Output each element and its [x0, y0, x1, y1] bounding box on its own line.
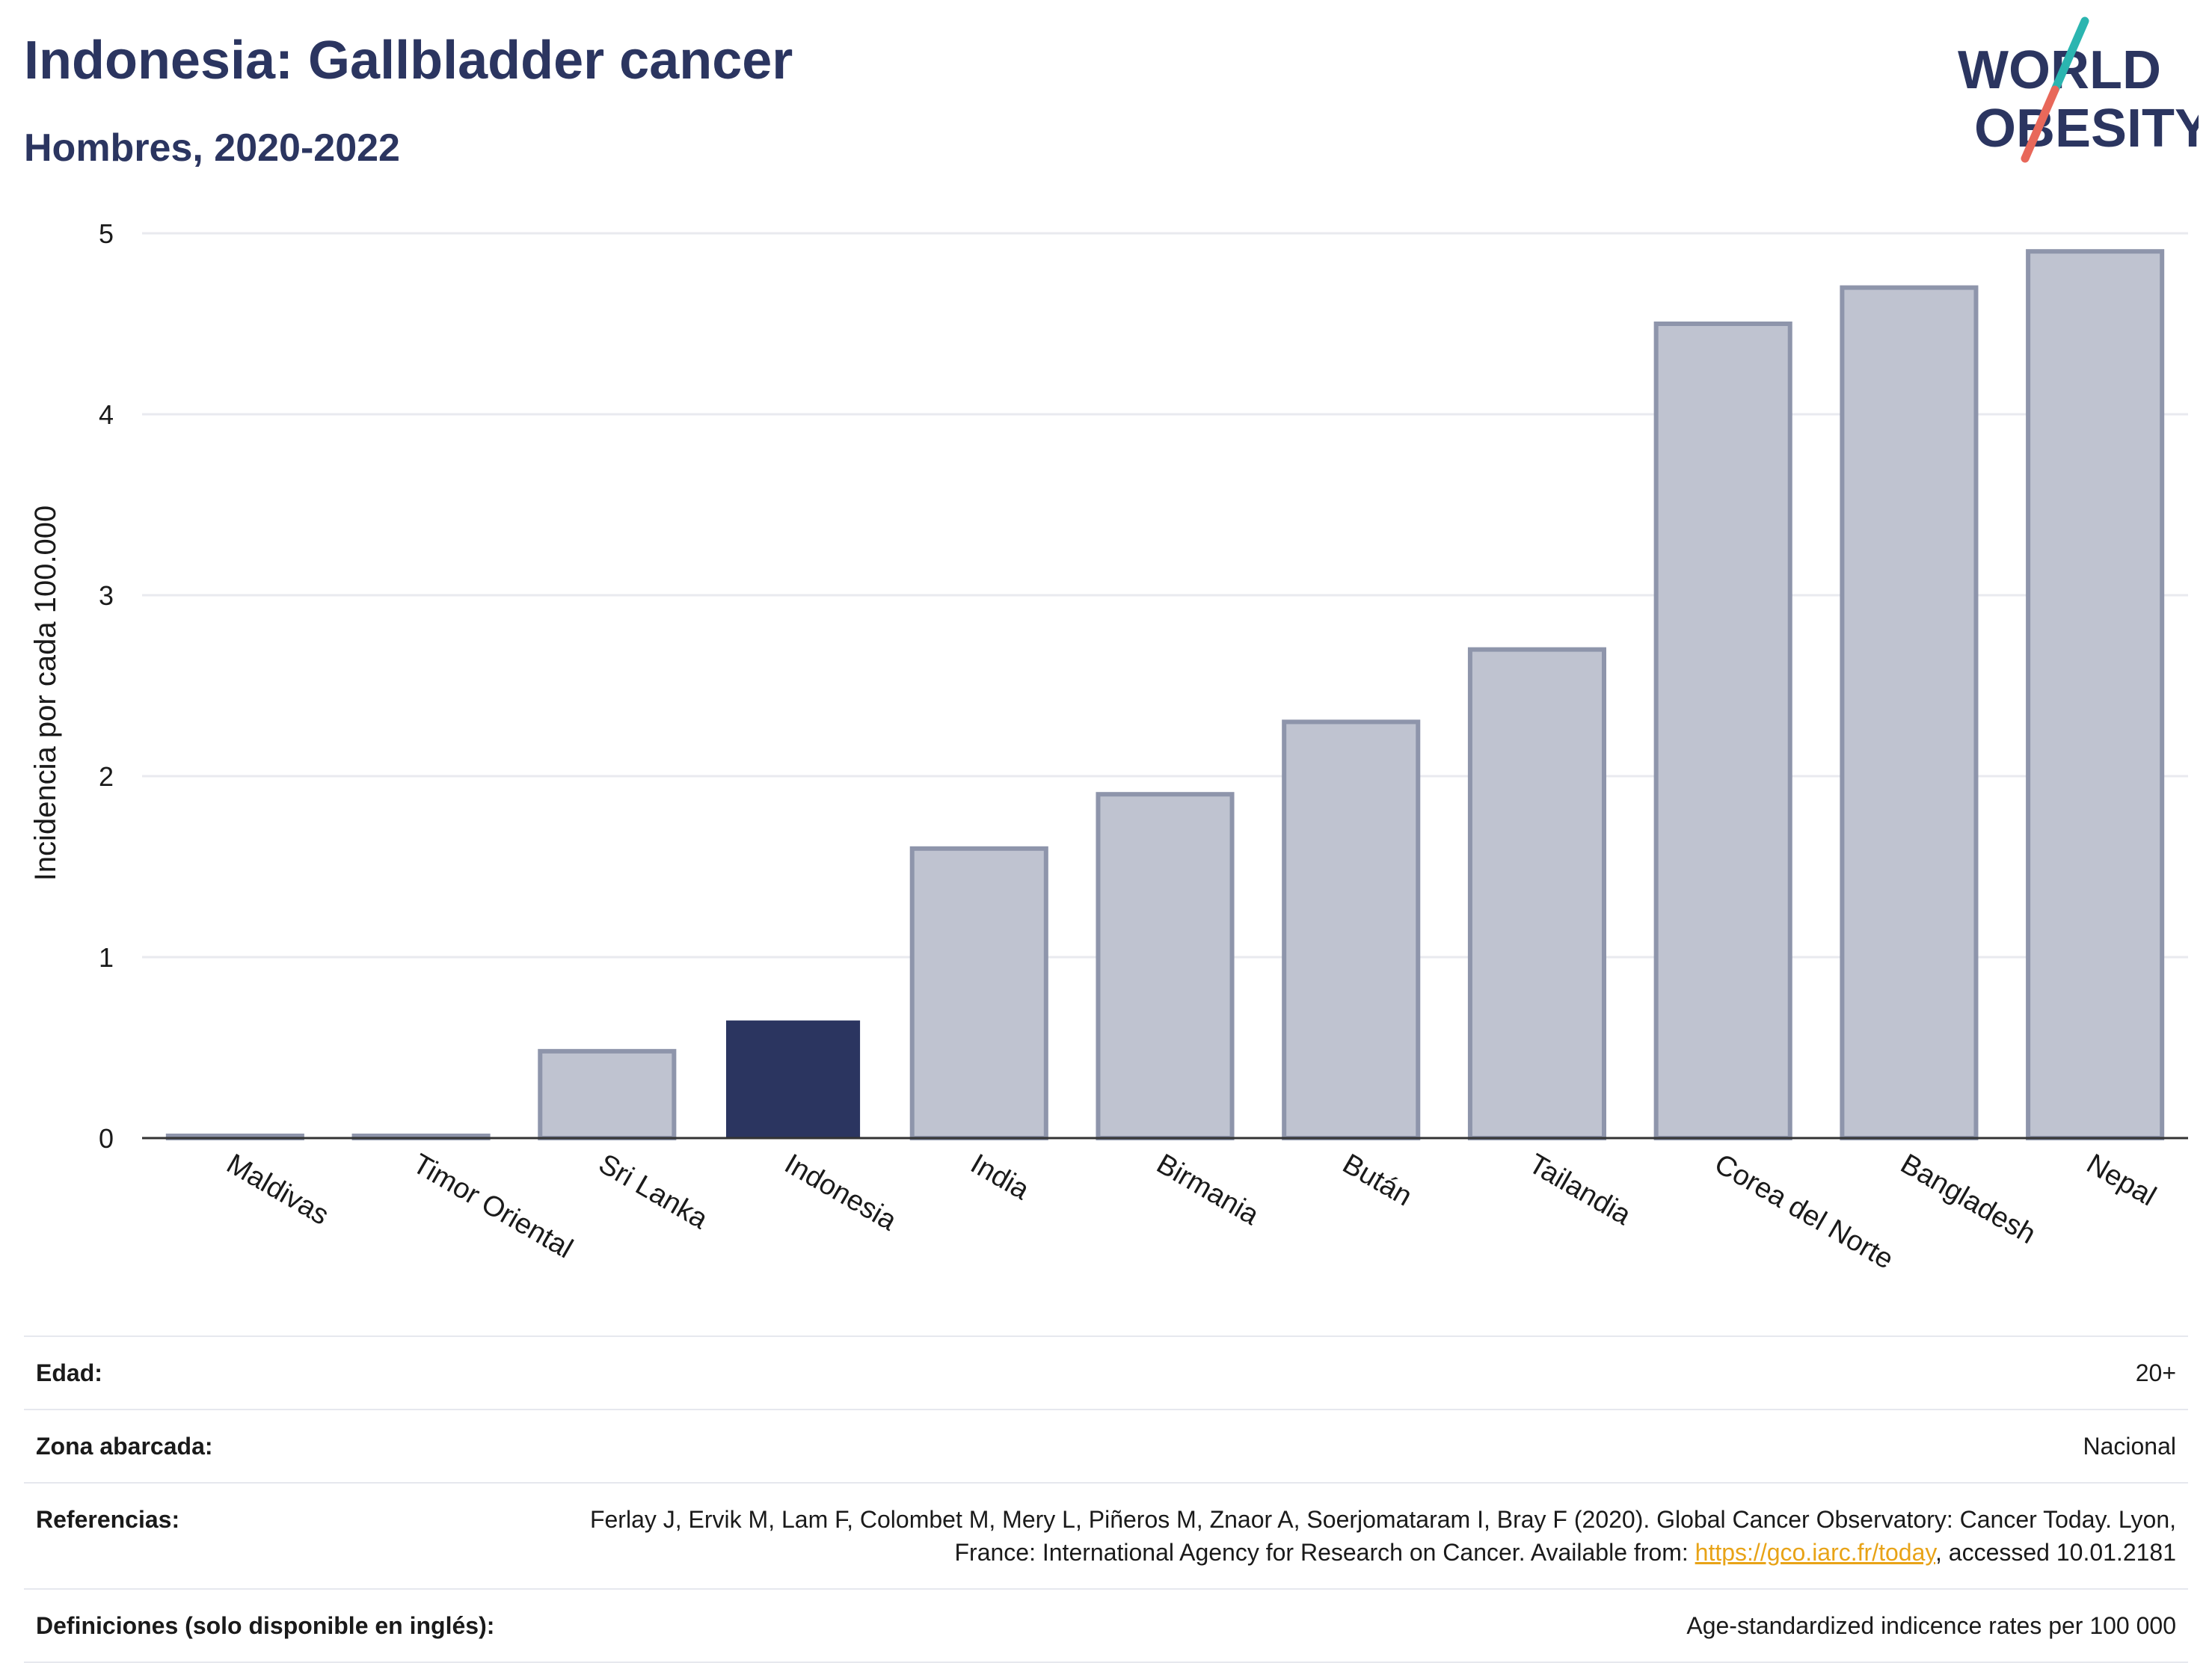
- bar-india: [909, 846, 1048, 1140]
- logo-slash-bottom: [2021, 85, 2059, 163]
- x-tick-label: Bután: [1337, 1148, 1417, 1212]
- bar-bangladesh: [1840, 285, 1979, 1141]
- x-tick-label: Tailandia: [1523, 1148, 1637, 1232]
- bars: [165, 249, 2165, 1141]
- x-tick-label: Indonesia: [779, 1148, 902, 1237]
- x-tick-label: Corea del Norte: [1709, 1148, 1899, 1275]
- reference-link[interactable]: https://gco.iarc.fr/today: [1695, 1539, 1935, 1566]
- meta-row-references: Referencias: Ferlay J, Ervik M, Lam F, C…: [24, 1484, 2188, 1590]
- x-tick-label: Birmania: [1152, 1148, 1265, 1232]
- x-tick-label: India: [965, 1148, 1035, 1206]
- metadata-table: Edad: 20+ Zona abarcada: Nacional Refere…: [24, 1335, 2188, 1663]
- bar-tailandia: [1467, 647, 1606, 1140]
- meta-label-area: Zona abarcada:: [36, 1433, 213, 1460]
- page-subtitle: Hombres, 2020-2022: [24, 126, 400, 170]
- reference-accessed: , accessed 10.01.2181: [1935, 1539, 2176, 1566]
- x-tick-label: Maldivas: [221, 1148, 334, 1231]
- reference-text: Ferlay J, Ervik M, Lam F, Colombet M, Me…: [589, 1506, 2176, 1566]
- meta-value-area: Nacional: [2083, 1433, 2176, 1460]
- x-tick-label: Sri Lanka: [593, 1148, 713, 1235]
- y-axis-label: Incidencia por cada 100.000: [29, 505, 62, 882]
- bar-chart: 0 1 2 3 4 5 Maldivas Timor Oriental Sri Lanka In…: [29, 218, 2188, 1276]
- meta-row-definitions: Definiciones (solo disponible en inglés)…: [24, 1590, 2188, 1663]
- world-obesity-logo: WORLD OBESITY: [1958, 16, 2199, 163]
- bar-sri-lanka: [538, 1048, 677, 1140]
- x-tick-label: Bangladesh: [1895, 1148, 2041, 1250]
- bar-nepal: [2026, 249, 2165, 1141]
- logo-line-2: OBESITY: [1974, 99, 2199, 159]
- meta-value-references: Ferlay J, Ervik M, Lam F, Colombet M, Me…: [583, 1503, 2176, 1569]
- bar-corea-del-norte: [1653, 322, 1792, 1140]
- y-tick-label: 4: [99, 399, 114, 430]
- logo-slash-top: [2050, 16, 2089, 94]
- y-tick-label: 2: [99, 761, 114, 792]
- meta-value-age: 20+: [2135, 1359, 2176, 1386]
- y-tick-label: 3: [99, 580, 114, 611]
- meta-value-definitions: Age-standardized indicence rates per 100…: [1686, 1612, 2176, 1639]
- x-tick-label: Timor Oriental: [408, 1148, 578, 1264]
- page-title: Indonesia: Gallbladder cancer: [24, 31, 793, 90]
- meta-row-age: Edad: 20+: [24, 1337, 2188, 1410]
- bar-birmania: [1096, 792, 1235, 1140]
- bar-indonesia: [726, 1020, 861, 1138]
- x-tick-label: Nepal: [2081, 1148, 2161, 1212]
- y-tick-label: 5: [99, 218, 114, 249]
- bar-bután: [1282, 719, 1421, 1140]
- meta-label-definitions: Definiciones (solo disponible en inglés)…: [36, 1612, 495, 1639]
- y-tick-label: 0: [99, 1123, 114, 1154]
- meta-label-age: Edad:: [36, 1359, 102, 1386]
- y-tick-label: 1: [99, 942, 114, 973]
- meta-label-references: Referencias:: [36, 1506, 180, 1533]
- x-tick-labels: Maldivas Timor Oriental Sri Lanka Indonesia…: [221, 1148, 2161, 1275]
- meta-row-area: Zona abarcada: Nacional: [24, 1410, 2188, 1484]
- y-tick-labels: 0 1 2 3 4 5: [99, 218, 114, 1154]
